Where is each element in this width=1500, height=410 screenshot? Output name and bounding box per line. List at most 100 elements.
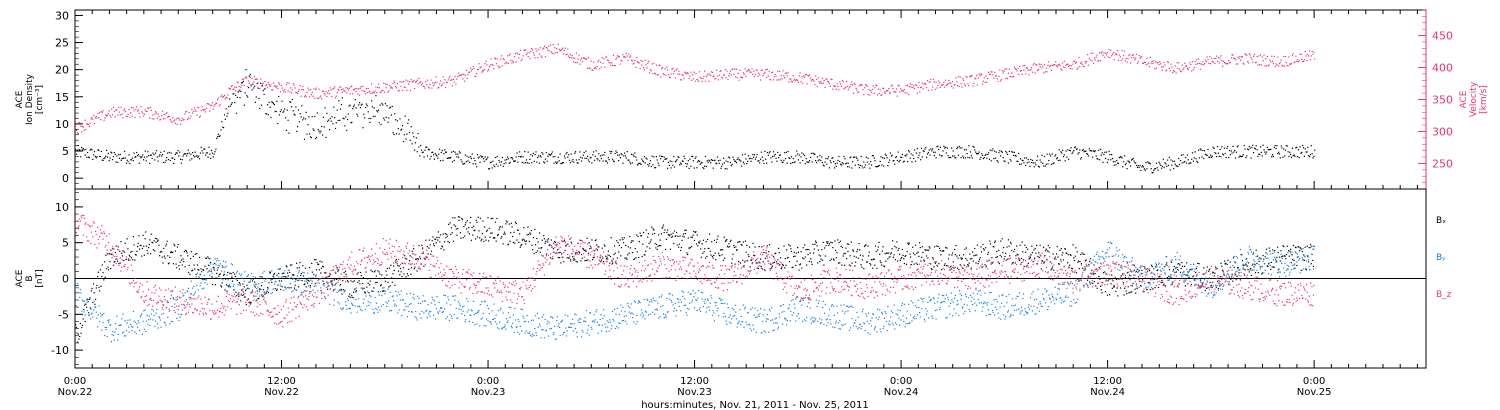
data-point bbox=[110, 268, 112, 270]
data-point bbox=[1066, 252, 1068, 254]
data-point bbox=[117, 114, 119, 116]
data-point bbox=[307, 282, 309, 284]
data-point bbox=[735, 162, 738, 164]
data-point bbox=[863, 245, 866, 248]
data-point bbox=[1300, 152, 1302, 154]
data-point bbox=[774, 73, 776, 75]
data-point bbox=[888, 161, 890, 163]
data-point bbox=[1223, 147, 1225, 149]
data-point bbox=[742, 259, 744, 261]
data-point bbox=[603, 154, 605, 156]
data-point bbox=[706, 74, 708, 76]
data-point bbox=[161, 313, 163, 315]
data-point bbox=[340, 104, 343, 106]
data-point bbox=[274, 288, 276, 290]
data-point bbox=[580, 59, 582, 61]
data-point bbox=[432, 82, 434, 84]
data-point bbox=[231, 102, 233, 104]
data-point bbox=[345, 87, 347, 89]
data-point bbox=[640, 235, 642, 237]
data-point bbox=[656, 74, 658, 76]
data-point bbox=[1121, 278, 1123, 280]
data-point bbox=[91, 149, 93, 151]
data-point bbox=[103, 157, 105, 160]
data-point bbox=[663, 232, 665, 234]
data-point bbox=[841, 264, 843, 266]
data-point bbox=[335, 272, 337, 274]
data-point bbox=[1017, 254, 1019, 256]
data-point bbox=[538, 48, 540, 51]
data-point bbox=[1254, 148, 1256, 150]
data-point bbox=[353, 88, 355, 91]
data-point bbox=[784, 267, 786, 269]
data-point bbox=[1050, 69, 1052, 71]
data-point bbox=[1045, 250, 1047, 252]
data-point bbox=[1133, 160, 1135, 162]
data-point bbox=[602, 257, 604, 259]
data-point bbox=[1236, 275, 1238, 277]
data-point bbox=[559, 251, 561, 253]
data-point bbox=[408, 260, 411, 262]
data-point bbox=[654, 232, 656, 235]
data-point bbox=[766, 76, 768, 78]
data-point bbox=[1109, 294, 1111, 296]
data-point bbox=[986, 260, 988, 262]
data-point bbox=[672, 67, 674, 70]
data-point bbox=[258, 297, 260, 299]
data-point bbox=[992, 148, 994, 150]
data-point bbox=[980, 246, 982, 248]
data-point bbox=[751, 158, 753, 160]
data-point bbox=[848, 87, 850, 89]
data-point bbox=[1210, 284, 1213, 287]
data-point bbox=[100, 119, 102, 121]
data-point bbox=[87, 151, 89, 154]
data-point bbox=[366, 92, 368, 94]
data-point bbox=[1155, 67, 1157, 69]
data-point bbox=[771, 161, 773, 163]
data-point bbox=[645, 250, 647, 252]
data-point bbox=[530, 51, 532, 53]
data-point bbox=[969, 157, 971, 159]
data-point bbox=[150, 109, 152, 111]
data-point bbox=[333, 87, 335, 89]
data-point bbox=[538, 155, 540, 157]
data-point bbox=[1074, 60, 1076, 62]
data-point bbox=[871, 155, 873, 157]
data-point bbox=[1258, 153, 1260, 155]
data-point bbox=[634, 59, 636, 62]
data-point bbox=[87, 301, 89, 303]
data-point bbox=[989, 243, 992, 245]
data-point bbox=[255, 78, 257, 80]
data-point bbox=[505, 223, 507, 225]
data-point bbox=[433, 83, 435, 85]
data-point bbox=[575, 52, 577, 54]
data-point bbox=[821, 162, 824, 164]
data-point bbox=[633, 258, 635, 261]
data-point bbox=[98, 117, 100, 119]
data-point bbox=[1251, 269, 1253, 271]
data-point bbox=[1011, 151, 1013, 153]
data-point bbox=[967, 156, 969, 158]
data-point bbox=[863, 161, 865, 163]
data-point bbox=[487, 217, 489, 219]
field-axis-tick-label: -10 bbox=[51, 344, 69, 357]
data-point bbox=[298, 286, 300, 288]
data-point bbox=[661, 155, 663, 157]
data-point bbox=[396, 82, 398, 85]
data-point bbox=[584, 157, 586, 159]
data-point bbox=[280, 84, 282, 87]
data-point bbox=[225, 278, 227, 280]
data-point bbox=[543, 235, 545, 237]
data-point bbox=[1170, 63, 1172, 65]
panel-frame bbox=[74, 9, 1427, 190]
data-point bbox=[790, 162, 792, 165]
data-point bbox=[887, 258, 889, 260]
data-point bbox=[115, 161, 117, 163]
data-point bbox=[476, 69, 479, 71]
data-point bbox=[562, 161, 565, 164]
data-point bbox=[514, 242, 516, 244]
data-point bbox=[457, 216, 459, 218]
data-point bbox=[1145, 162, 1147, 164]
data-point bbox=[288, 287, 290, 289]
data-point bbox=[253, 81, 255, 83]
